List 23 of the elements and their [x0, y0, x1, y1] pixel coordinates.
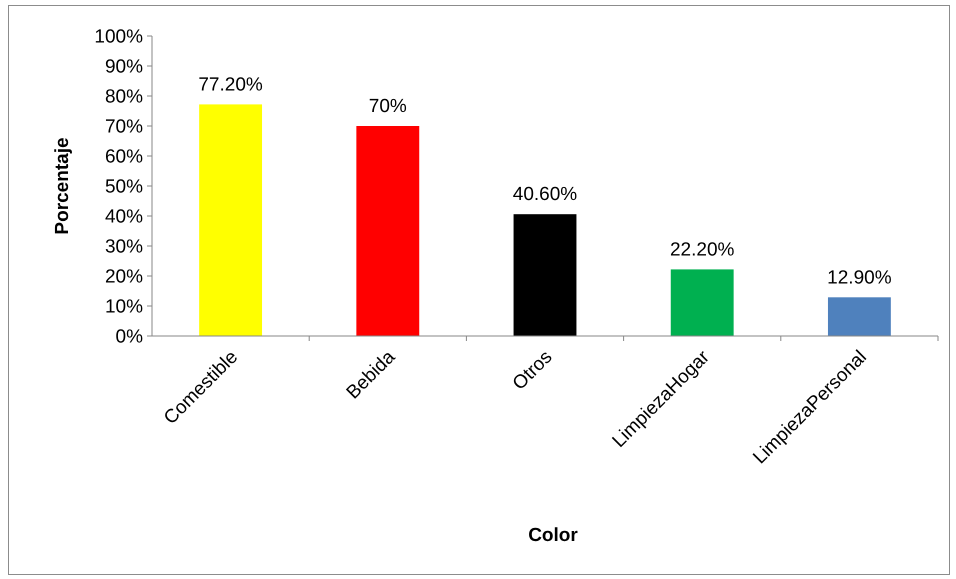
- bar: [514, 214, 576, 336]
- bar: [199, 104, 262, 336]
- y-tick-label: 10%: [104, 296, 144, 318]
- y-tick-label: 90%: [104, 56, 144, 78]
- y-tick-label: 0%: [116, 326, 144, 348]
- y-axis-title: Porcentaje: [52, 137, 73, 235]
- y-tick-label: 50%: [104, 176, 144, 198]
- y-tick-label: 80%: [104, 86, 144, 108]
- data-label: 22.20%: [670, 239, 735, 260]
- y-tick-label: 60%: [104, 146, 144, 168]
- bar: [356, 126, 420, 336]
- data-label: 12.90%: [827, 267, 892, 288]
- y-tick-label: 70%: [104, 116, 144, 138]
- data-label: 77.20%: [198, 74, 263, 96]
- bar: [828, 297, 891, 336]
- y-tick-label: 20%: [104, 266, 144, 288]
- data-label: 40.60%: [512, 184, 578, 206]
- x-axis-title: Color: [528, 525, 578, 546]
- data-label: 70%: [368, 96, 407, 117]
- y-tick-label: 40%: [104, 206, 144, 228]
- y-tick-label: 30%: [104, 236, 144, 258]
- y-tick-label: 100%: [94, 26, 144, 48]
- bar: [670, 269, 734, 336]
